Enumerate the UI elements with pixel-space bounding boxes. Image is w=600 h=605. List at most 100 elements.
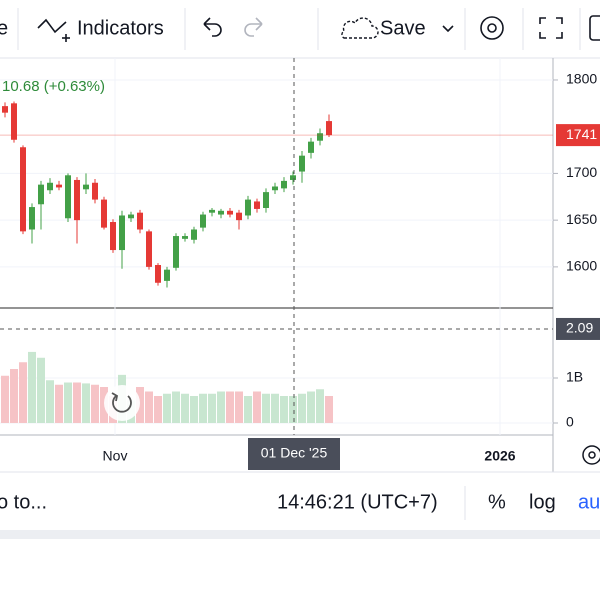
candle-body <box>317 133 323 141</box>
candle-body <box>173 236 179 268</box>
volume-bar <box>73 382 81 423</box>
candle-body <box>254 201 260 209</box>
candle-body <box>227 210 233 215</box>
clock: 14:46:21 (UTC+7) <box>277 491 438 513</box>
volume-bar <box>208 393 216 423</box>
volume-bar <box>271 393 279 423</box>
candle-body <box>290 175 296 180</box>
volume-bar <box>1 375 9 423</box>
toolbar-text[interactable]: e <box>0 17 8 39</box>
candle-body <box>110 222 116 251</box>
volume-bar <box>298 393 306 423</box>
toolbar <box>0 0 600 58</box>
volume-bar <box>82 383 90 423</box>
candle-body <box>146 231 152 267</box>
legend-change: 10.68 (+0.63%) <box>2 78 105 95</box>
goto-button[interactable]: o to... <box>0 491 47 513</box>
candle-body <box>182 236 188 239</box>
volume-bar <box>262 393 270 423</box>
indicators-icon[interactable] <box>37 18 70 42</box>
redo-icon[interactable] <box>244 17 263 37</box>
save-menu-chevron[interactable] <box>442 25 454 33</box>
candle-body <box>272 186 278 191</box>
volume-bar <box>190 395 198 423</box>
volume-bar <box>181 393 189 423</box>
volume-bar <box>289 395 297 423</box>
percent-toggle[interactable]: % <box>488 491 506 513</box>
candle-body <box>83 184 89 190</box>
volume-bar <box>217 391 225 423</box>
price-tick-label: 1700 <box>566 164 597 180</box>
volume-bar <box>145 391 153 423</box>
candle-body <box>101 199 107 228</box>
candle-body <box>119 215 125 251</box>
candle-body <box>164 269 170 281</box>
volume-bar <box>46 380 54 423</box>
last-price-label: 1741 <box>566 126 597 142</box>
log-toggle[interactable]: log <box>529 491 556 513</box>
auto-toggle[interactable]: au <box>578 491 600 513</box>
volume-bar <box>163 393 171 423</box>
volume-bar <box>280 395 288 423</box>
candle-body <box>245 199 251 216</box>
candle-body <box>209 209 215 213</box>
candle-body <box>200 214 206 228</box>
candle-body <box>92 182 98 200</box>
settings-icon[interactable] <box>480 16 504 40</box>
save-button[interactable]: Save <box>380 17 426 39</box>
candle-body <box>74 179 80 221</box>
candle-body <box>11 103 17 140</box>
price-tick-label: 1800 <box>566 71 597 87</box>
volume-bar <box>37 357 45 423</box>
plot: 1600 1650 1700 1800 0 1B 1741 2.09 <box>0 71 600 430</box>
volume-bar <box>307 391 315 423</box>
candle-body <box>137 212 143 230</box>
reset-button[interactable] <box>104 385 140 421</box>
candle-body <box>236 212 242 221</box>
candle-body <box>155 265 161 283</box>
snapshot-icon[interactable] <box>589 15 600 41</box>
undo-icon[interactable] <box>203 17 222 37</box>
volume-bar <box>19 362 27 423</box>
volume-tick-label: 1B <box>566 369 583 385</box>
candle-body <box>2 106 8 113</box>
volume-bar <box>154 395 162 423</box>
price-tick-label: 1650 <box>566 211 597 227</box>
volume-bar <box>136 386 144 423</box>
crosshair-value-box <box>556 317 600 340</box>
cloud-icon[interactable] <box>341 17 379 39</box>
volume-bar <box>235 391 243 423</box>
price-tick-label: 1600 <box>566 258 597 274</box>
volume-bar <box>226 391 234 423</box>
volume-tick-label: 0 <box>566 414 574 430</box>
candle-body <box>38 184 44 205</box>
volume-bar <box>172 391 180 423</box>
axis-settings-icon[interactable] <box>582 445 600 465</box>
candle-body <box>128 214 134 219</box>
fullscreen-icon[interactable] <box>539 17 563 39</box>
candle-body <box>65 175 71 219</box>
crosshair-time-label: 01 Dec '25 <box>261 445 328 461</box>
last-price-box <box>556 124 600 147</box>
candle-body <box>218 210 224 215</box>
volume-bar <box>55 384 63 423</box>
volume-bar <box>64 382 72 423</box>
crosshair-time-box <box>248 438 340 470</box>
volume-bar <box>325 395 333 423</box>
candle-body <box>29 207 35 230</box>
volume-bar <box>199 393 207 423</box>
time-label: Nov <box>103 448 128 464</box>
candle-body <box>263 192 269 208</box>
volume-bar <box>253 391 261 423</box>
candle-body <box>281 180 287 189</box>
volume-bar <box>244 395 252 423</box>
indicators-button[interactable]: Indicators <box>77 17 164 39</box>
volume-bar <box>10 369 18 423</box>
time-label: 2026 <box>484 448 515 464</box>
bottom-strip <box>0 530 600 539</box>
volume-bar <box>100 386 108 423</box>
candle-body <box>20 147 26 232</box>
candle-body <box>308 141 314 153</box>
